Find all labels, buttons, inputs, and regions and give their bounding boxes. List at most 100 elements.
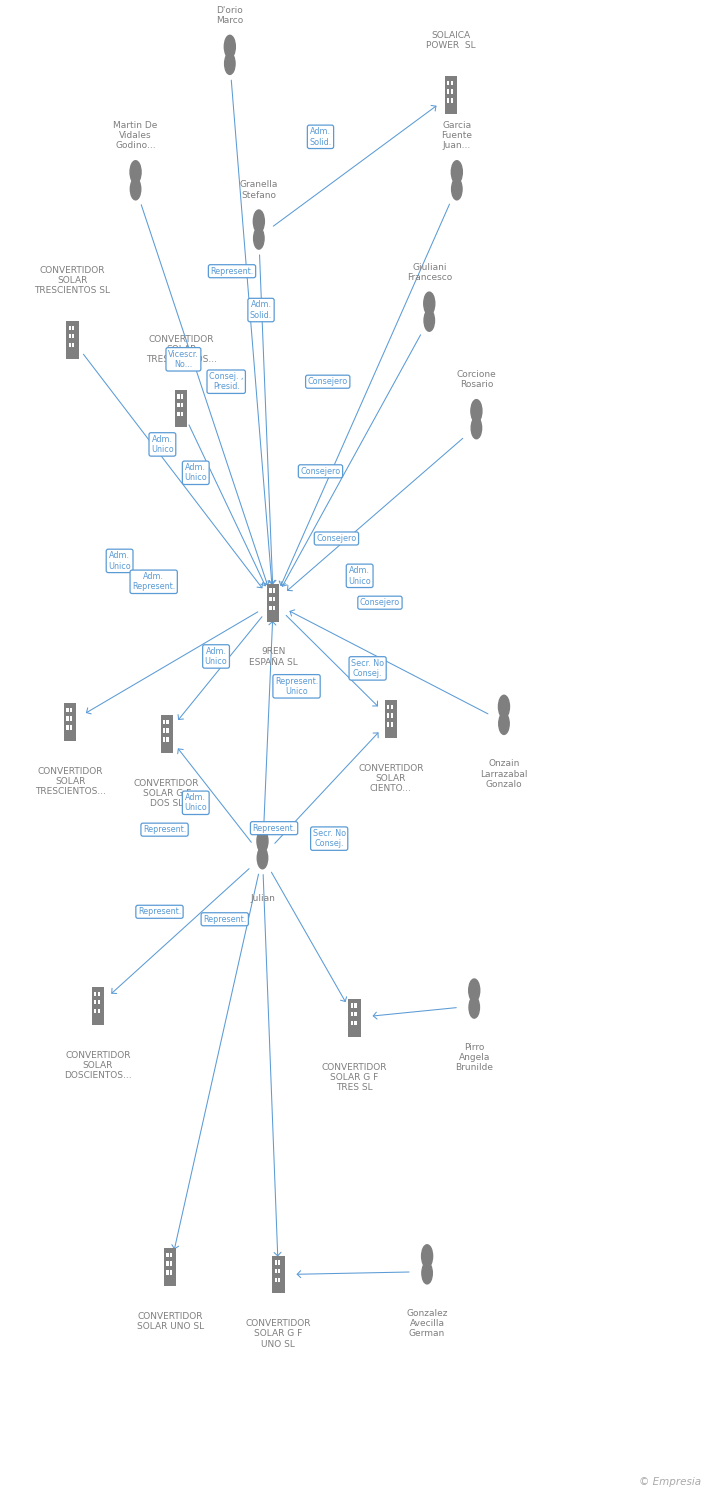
FancyBboxPatch shape <box>163 720 165 724</box>
FancyBboxPatch shape <box>447 98 449 102</box>
Text: Gonzalez
Avecilla
German: Gonzalez Avecilla German <box>406 1310 448 1338</box>
FancyBboxPatch shape <box>70 726 72 729</box>
Text: Granella
Stefano: Granella Stefano <box>240 180 278 200</box>
Ellipse shape <box>253 228 264 249</box>
FancyBboxPatch shape <box>445 76 457 114</box>
FancyBboxPatch shape <box>98 1010 100 1014</box>
Circle shape <box>469 980 480 1002</box>
Text: 9REN
ESPAÑA SL: 9REN ESPAÑA SL <box>249 648 298 666</box>
Text: CONVERTIDOR
SOLAR
TRESCIENTOS SL: CONVERTIDOR SOLAR TRESCIENTOS SL <box>34 266 111 296</box>
FancyBboxPatch shape <box>68 326 71 330</box>
FancyBboxPatch shape <box>66 321 79 358</box>
Text: CONVERTIDOR
SOLAR UNO SL: CONVERTIDOR SOLAR UNO SL <box>137 1312 204 1330</box>
Ellipse shape <box>422 1263 432 1284</box>
Text: Consejero: Consejero <box>317 534 357 543</box>
FancyBboxPatch shape <box>70 717 72 720</box>
Text: Consejero: Consejero <box>301 466 341 476</box>
Text: CONVERTIDOR
SOLAR G F
UNO SL: CONVERTIDOR SOLAR G F UNO SL <box>245 1320 311 1348</box>
Circle shape <box>253 210 264 232</box>
Text: Secr. No
Consej.: Secr. No Consej. <box>351 658 384 678</box>
FancyBboxPatch shape <box>278 1260 280 1264</box>
FancyBboxPatch shape <box>170 1270 173 1275</box>
FancyBboxPatch shape <box>387 723 389 726</box>
FancyBboxPatch shape <box>161 716 173 753</box>
FancyBboxPatch shape <box>278 1278 280 1282</box>
Ellipse shape <box>257 847 268 868</box>
FancyBboxPatch shape <box>181 413 183 416</box>
Text: Consej. ,
Presid.: Consej. , Presid. <box>209 372 243 392</box>
FancyBboxPatch shape <box>273 588 275 592</box>
FancyBboxPatch shape <box>274 1269 277 1274</box>
Ellipse shape <box>424 309 435 332</box>
FancyBboxPatch shape <box>274 1260 277 1264</box>
FancyBboxPatch shape <box>351 1022 353 1026</box>
Text: Adm.
Solid.: Adm. Solid. <box>309 128 332 147</box>
FancyBboxPatch shape <box>387 714 389 717</box>
FancyBboxPatch shape <box>167 738 169 741</box>
Text: Represent.: Represent. <box>138 908 181 916</box>
FancyBboxPatch shape <box>167 1270 169 1275</box>
FancyBboxPatch shape <box>92 987 104 1024</box>
FancyBboxPatch shape <box>165 1248 176 1286</box>
FancyBboxPatch shape <box>391 714 393 717</box>
FancyBboxPatch shape <box>163 738 165 741</box>
Text: Giuliani
Francesco: Giuliani Francesco <box>407 262 452 282</box>
Text: CONVERTIDOR
SOLAR
CIENTO...: CONVERTIDOR SOLAR CIENTO... <box>358 764 424 794</box>
FancyBboxPatch shape <box>167 720 169 724</box>
Text: Represent.: Represent. <box>210 267 253 276</box>
Text: Adm.
Represent.: Adm. Represent. <box>132 572 175 591</box>
Circle shape <box>224 36 235 58</box>
FancyBboxPatch shape <box>181 394 183 399</box>
FancyBboxPatch shape <box>451 90 453 93</box>
FancyBboxPatch shape <box>167 729 169 732</box>
Ellipse shape <box>469 996 480 1018</box>
FancyBboxPatch shape <box>447 90 449 93</box>
FancyBboxPatch shape <box>274 1278 277 1282</box>
FancyBboxPatch shape <box>391 723 393 726</box>
Ellipse shape <box>130 178 141 200</box>
FancyBboxPatch shape <box>68 344 71 348</box>
FancyBboxPatch shape <box>175 390 187 427</box>
FancyBboxPatch shape <box>98 992 100 996</box>
FancyBboxPatch shape <box>178 404 180 406</box>
Text: D'orio
Marco: D'orio Marco <box>216 6 243 26</box>
FancyBboxPatch shape <box>178 413 180 416</box>
Text: Vicescr.
No...: Vicescr. No... <box>168 350 199 369</box>
FancyBboxPatch shape <box>447 81 449 86</box>
FancyBboxPatch shape <box>278 1269 280 1274</box>
FancyBboxPatch shape <box>391 705 393 710</box>
Text: Julian: Julian <box>250 894 275 903</box>
FancyBboxPatch shape <box>66 717 68 720</box>
FancyBboxPatch shape <box>66 726 68 729</box>
Circle shape <box>451 160 462 183</box>
Text: Corcione
Rosario: Corcione Rosario <box>456 370 496 388</box>
FancyBboxPatch shape <box>451 98 453 102</box>
FancyBboxPatch shape <box>269 588 272 592</box>
Text: Pirro
Angela
Brunilde: Pirro Angela Brunilde <box>455 1042 494 1072</box>
Text: Adm.
Unico: Adm. Unico <box>184 464 207 483</box>
FancyBboxPatch shape <box>167 1252 169 1257</box>
Circle shape <box>422 1245 432 1268</box>
FancyBboxPatch shape <box>181 404 183 406</box>
Text: SOLAICA
POWER  SL: SOLAICA POWER SL <box>426 32 476 50</box>
Ellipse shape <box>225 53 235 75</box>
Text: Consejero: Consejero <box>360 598 400 608</box>
FancyBboxPatch shape <box>64 704 76 741</box>
FancyBboxPatch shape <box>170 1252 173 1257</box>
Text: Martin De
Vidales
Godino...: Martin De Vidales Godino... <box>114 122 158 150</box>
FancyBboxPatch shape <box>355 1013 357 1017</box>
Text: Represent.: Represent. <box>203 915 246 924</box>
Ellipse shape <box>451 178 462 200</box>
FancyBboxPatch shape <box>72 326 74 330</box>
Circle shape <box>424 292 435 315</box>
Circle shape <box>130 160 141 183</box>
Text: Represent.: Represent. <box>253 824 296 833</box>
Text: Consejero: Consejero <box>308 376 348 386</box>
Text: Represent.
Unico: Represent. Unico <box>275 676 318 696</box>
Text: Adm.
Unico: Adm. Unico <box>205 646 227 666</box>
Circle shape <box>257 830 268 852</box>
Text: CONVERTIDOR
SOLAR
DOSCIENTOS...: CONVERTIDOR SOLAR DOSCIENTOS... <box>64 1050 132 1080</box>
Text: CONVERTIDOR
SOLAR
TRESCIENTOS...: CONVERTIDOR SOLAR TRESCIENTOS... <box>35 766 106 796</box>
FancyBboxPatch shape <box>351 1004 353 1008</box>
FancyBboxPatch shape <box>269 606 272 610</box>
